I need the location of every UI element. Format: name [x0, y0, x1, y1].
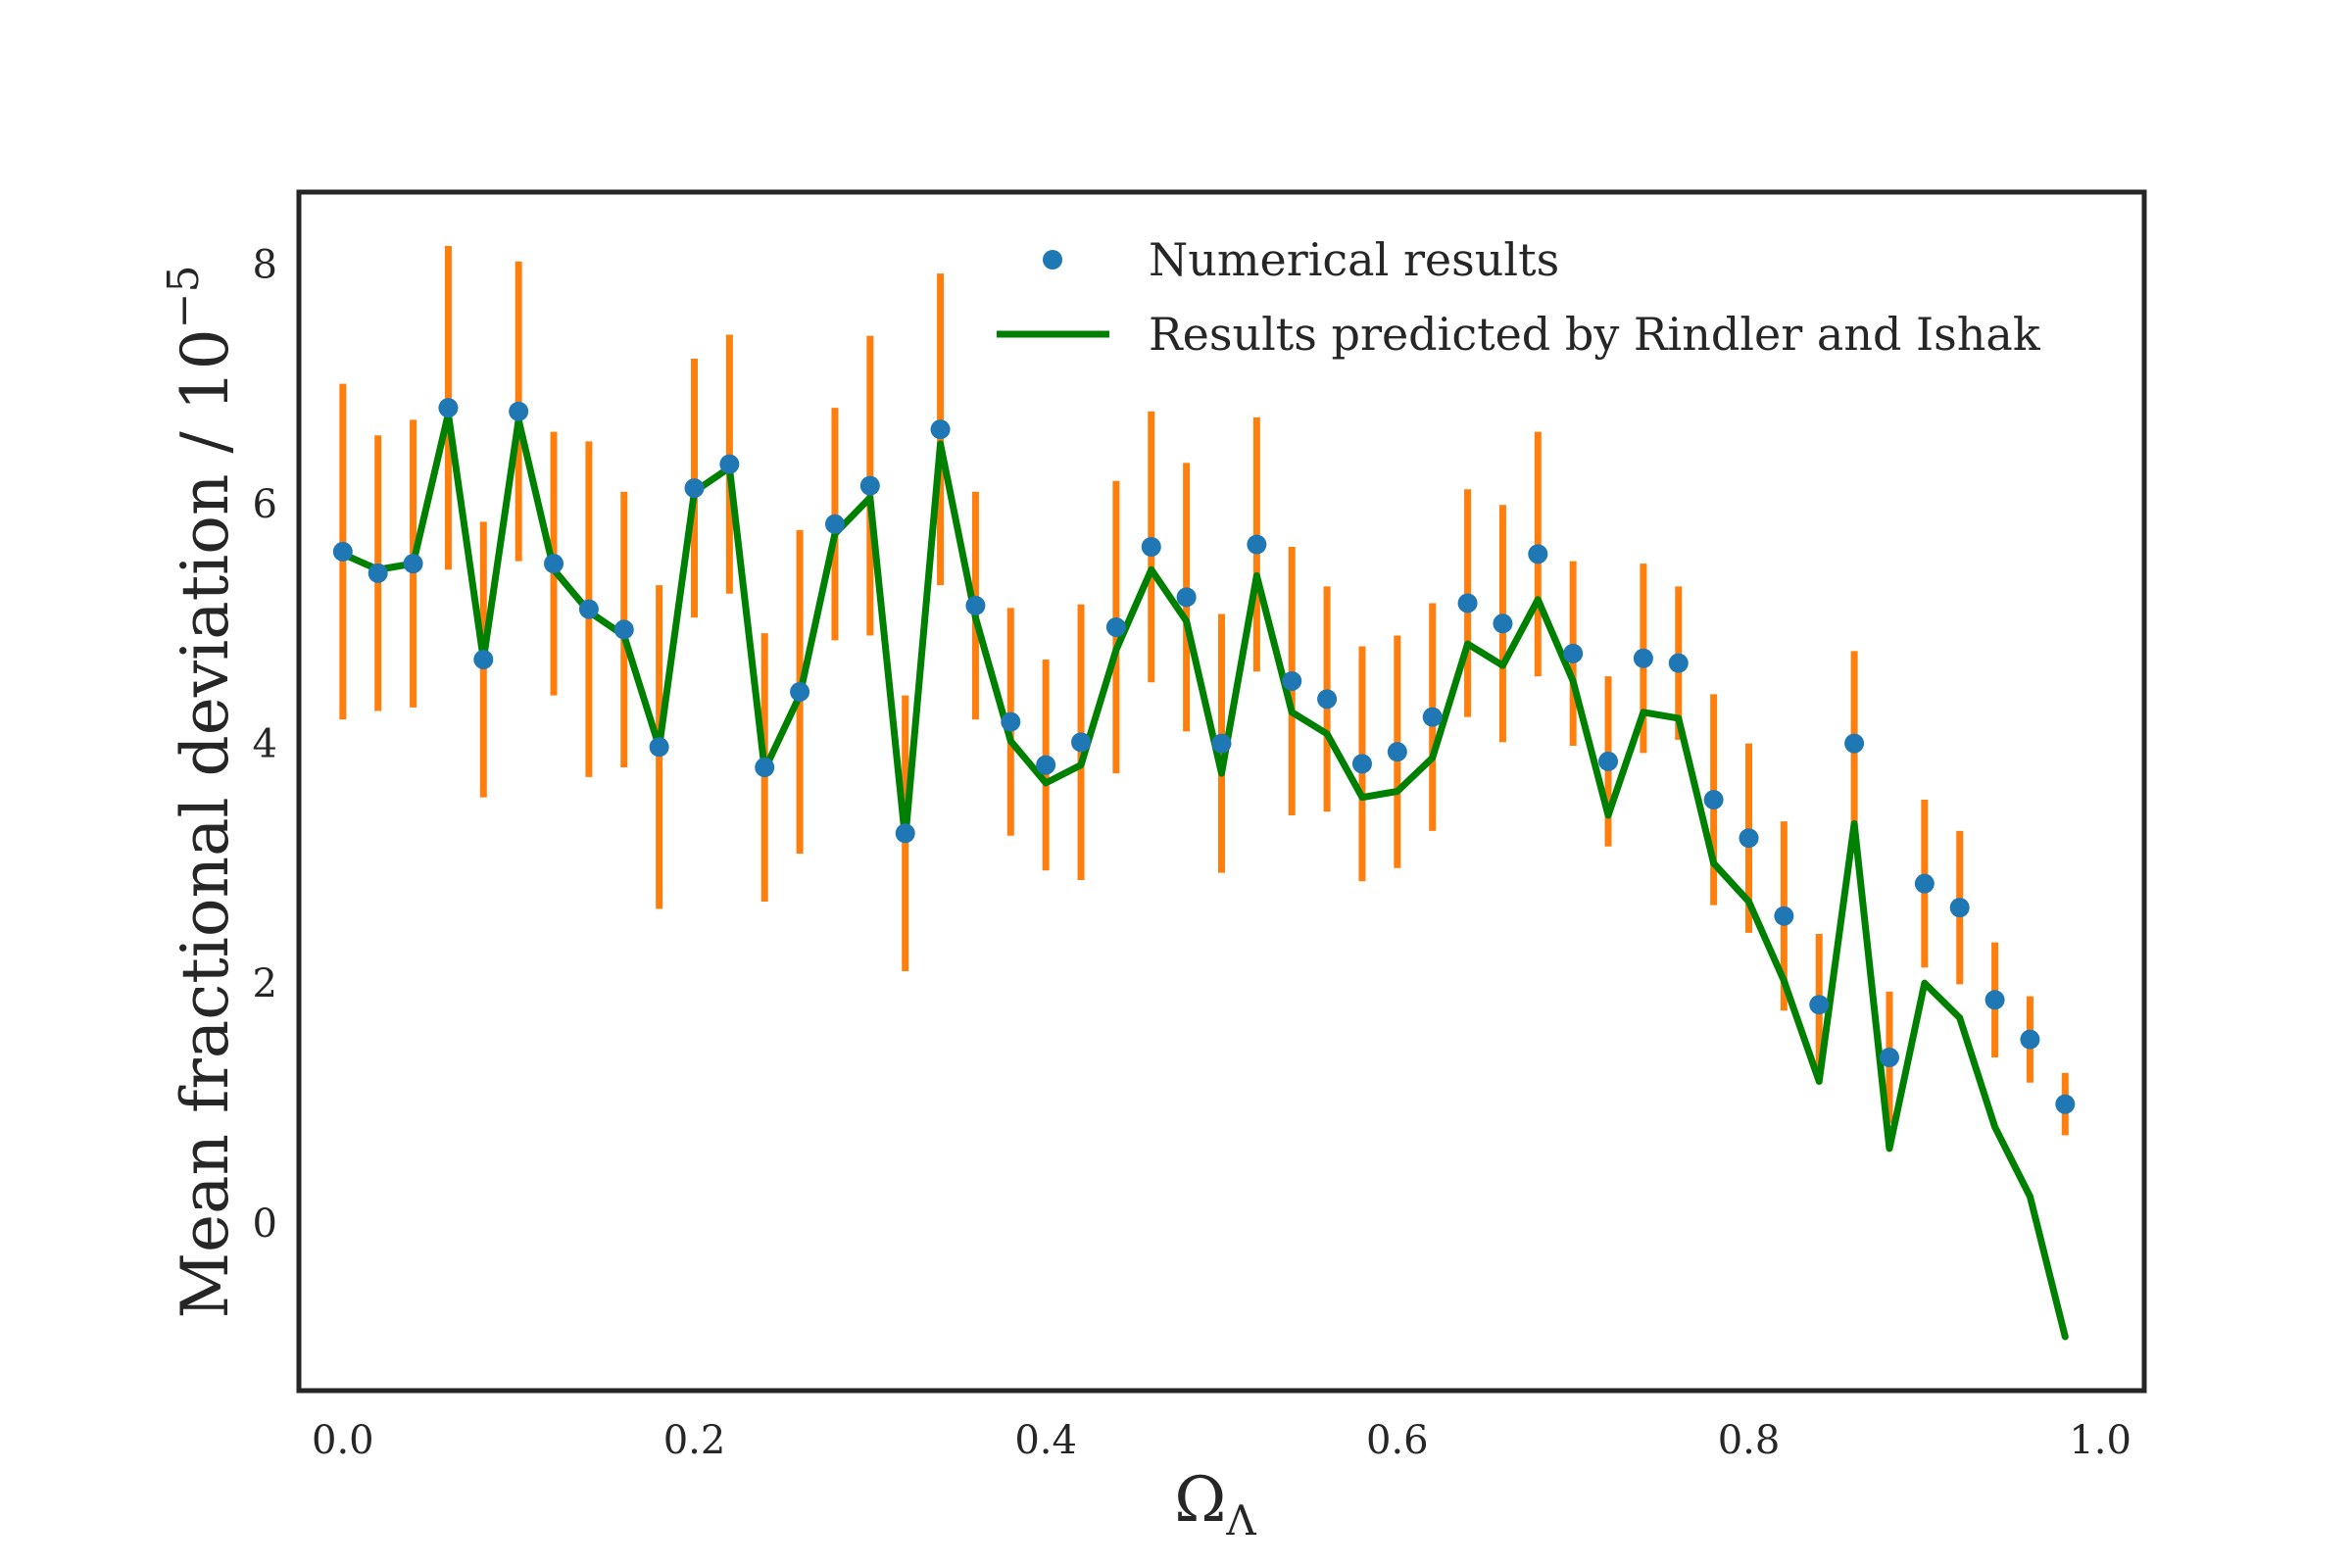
plot-frame: [296, 189, 2147, 1394]
data-point: [1598, 751, 1619, 771]
data-point: [1351, 754, 1372, 774]
data-point: [332, 541, 353, 562]
data-point: [1317, 689, 1338, 710]
prediction-line: [339, 410, 2069, 1341]
y-axis-label-main: Mean fractional deviation / 10: [168, 328, 243, 1318]
x-tick-label: 0.6: [1366, 1418, 1429, 1463]
data-point: [649, 737, 669, 758]
data-point: [1141, 537, 1161, 558]
data-point: [1105, 616, 1126, 637]
y-tick-label: 4: [253, 722, 277, 767]
x-tick-label: 0.2: [663, 1418, 726, 1463]
data-point: [684, 478, 705, 499]
data-point: [1739, 828, 1759, 849]
data-point: [438, 398, 459, 418]
x-tick-label: 0.8: [1718, 1418, 1781, 1463]
data-point: [719, 454, 740, 474]
data-point: [1809, 995, 1830, 1015]
data-point: [965, 595, 986, 615]
data-point: [790, 681, 810, 702]
data-point: [1668, 653, 1689, 673]
data-point: [859, 475, 880, 496]
data-point: [1949, 898, 1970, 918]
x-tick-labels: 0.0 0.2 0.4 0.6 0.8 1.0: [312, 1418, 2132, 1463]
data-point: [509, 401, 529, 421]
data-point: [755, 758, 775, 778]
data-point-group: [332, 398, 2076, 1114]
y-axis-label-exponent: −5: [159, 265, 209, 328]
data-point: [368, 563, 388, 583]
data-point: [1071, 732, 1092, 753]
data-point: [2055, 1094, 2076, 1114]
data-point: [544, 554, 564, 574]
data-point: [930, 419, 951, 440]
data-point: [403, 554, 423, 574]
y-axis-label: Mean fractional deviation / 10−5: [159, 265, 243, 1318]
x-tick-label: 0.0: [312, 1418, 374, 1463]
x-axis-label-main: Ω: [1174, 1464, 1226, 1537]
data-point: [1914, 873, 1935, 894]
data-point: [1984, 990, 2005, 1010]
data-point: [1879, 1048, 1899, 1068]
data-point: [1001, 711, 1021, 732]
y-tick-labels: 0 2 4 6 8: [253, 242, 277, 1246]
data-point: [578, 599, 599, 619]
data-point: [1247, 534, 1267, 555]
data-point: [2020, 1029, 2040, 1050]
legend-label-line: Results predicted by Rindler and Ishak: [1149, 308, 2041, 361]
x-tick-label: 1.0: [2069, 1418, 2132, 1463]
data-point: [1387, 742, 1407, 762]
data-point: [1633, 648, 1653, 668]
data-point: [613, 619, 634, 640]
data-point: [824, 514, 845, 534]
y-tick-label: 2: [253, 961, 277, 1006]
data-point: [1036, 755, 1056, 775]
data-point: [1528, 544, 1548, 564]
data-point: [1211, 733, 1232, 754]
x-axis-label: ΩΛ: [1174, 1464, 1256, 1544]
legend-marker-points: [1043, 250, 1062, 270]
y-tick-label: 6: [253, 482, 277, 527]
data-point: [1493, 613, 1513, 634]
data-point: [1844, 733, 1865, 754]
x-axis-label-subscript: Λ: [1225, 1496, 1256, 1544]
x-tick-label: 0.4: [1014, 1418, 1077, 1463]
y-tick-label: 0: [253, 1201, 277, 1247]
data-point: [1282, 670, 1302, 691]
legend: Numerical results Results predicted by R…: [997, 233, 2041, 361]
data-point: [1457, 593, 1478, 613]
y-tick-label: 8: [253, 242, 277, 287]
data-point: [1774, 906, 1794, 926]
data-point: [1422, 707, 1443, 727]
data-point: [473, 649, 494, 669]
data-point: [1176, 587, 1197, 608]
data-point: [895, 823, 915, 844]
data-point: [1703, 790, 1724, 810]
data-point: [1563, 643, 1584, 663]
legend-label-points: Numerical results: [1149, 233, 1559, 286]
